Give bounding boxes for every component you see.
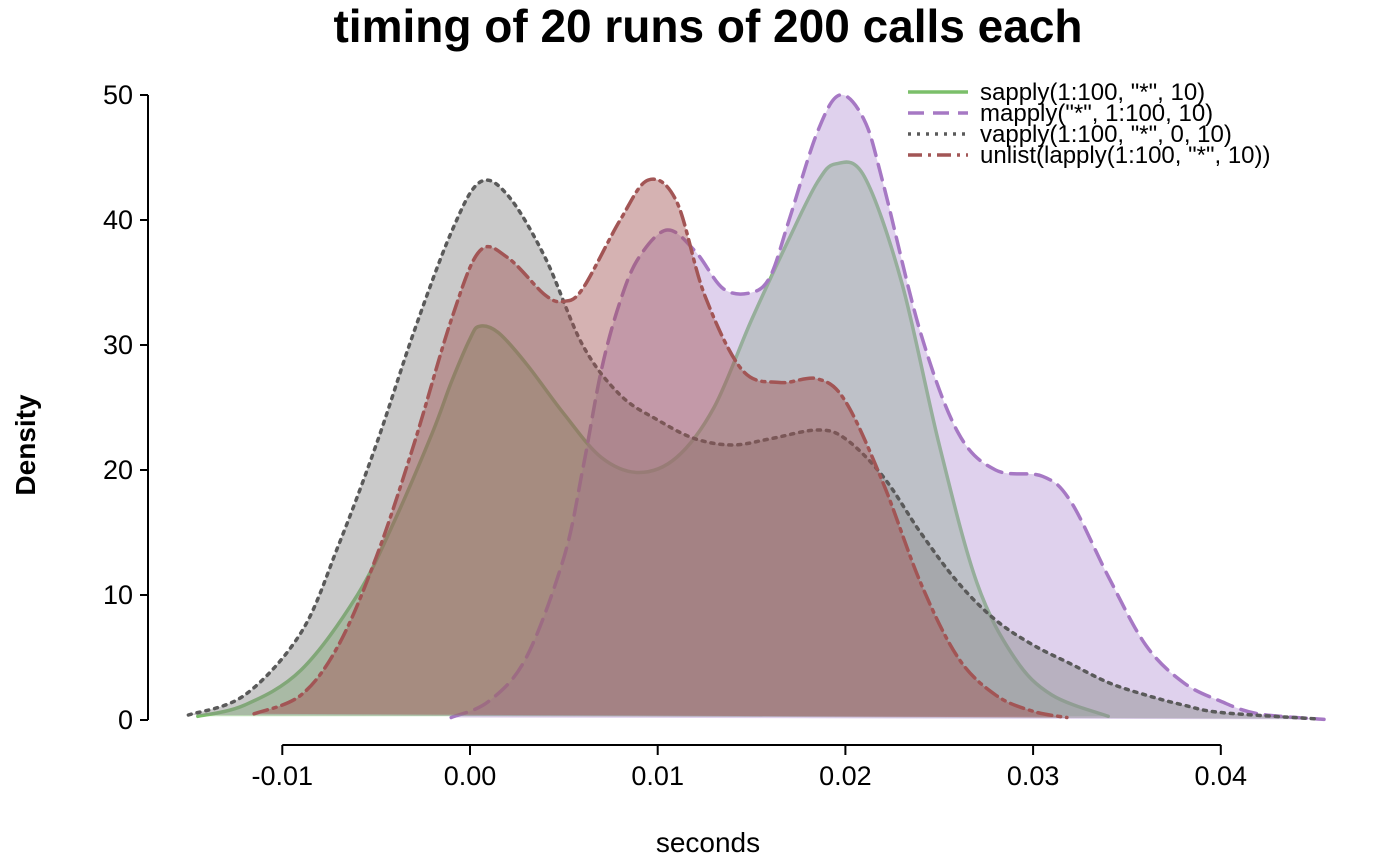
legend-item: unlist(lapply(1:100, "*", 10)) [908, 142, 1271, 169]
series-4-line [252, 177, 1069, 720]
series-layer [186, 93, 1326, 722]
legend-item: sapply(1:100, "*", 10) [908, 79, 1205, 106]
series-2-area [451, 94, 1324, 720]
series-1-line [196, 160, 1110, 719]
legend-label: vapply(1:100, "*", 0, 10) [980, 121, 1232, 148]
series-3-area [188, 180, 1315, 719]
x-tick-label: 0.02 [819, 761, 872, 791]
y-tick-label: 50 [103, 80, 133, 110]
y-tick-label: 30 [103, 330, 133, 360]
series-1-area [197, 162, 1109, 717]
x-tick-label: 0.01 [631, 761, 684, 791]
legend-label: mapply("*", 1:100, 10) [980, 100, 1213, 127]
legend: sapply(1:100, "*", 10)mapply("*", 1:100,… [908, 79, 1271, 169]
series-3-line [186, 178, 1317, 721]
series-2-line [449, 93, 1326, 722]
y-tick-label: 20 [103, 455, 133, 485]
legend-label: unlist(lapply(1:100, "*", 10)) [980, 142, 1271, 169]
legend-label: sapply(1:100, "*", 10) [980, 79, 1205, 106]
x-tick-label: -0.01 [252, 761, 314, 791]
series-1 [196, 160, 1110, 719]
series-3 [186, 178, 1317, 721]
x-tick-label: 0.00 [444, 761, 497, 791]
y-tick-label: 0 [118, 705, 133, 735]
legend-item: mapply("*", 1:100, 10) [908, 100, 1213, 127]
x-tick-label: 0.03 [1007, 761, 1060, 791]
y-axis-title: Density [10, 394, 41, 496]
chart-title: timing of 20 runs of 200 calls each [333, 0, 1082, 52]
axes-layer: 0 10 20 30 40 50 -0.01 0.00 0.01 0.02 0.03 0.04 [103, 80, 1247, 791]
y-tick-label: 40 [103, 205, 133, 235]
series-2 [449, 93, 1326, 722]
legend-item: vapply(1:100, "*", 0, 10) [908, 121, 1232, 148]
y-tick-label: 10 [103, 580, 133, 610]
x-axis-title: seconds [656, 827, 760, 858]
x-tick-label: 0.04 [1195, 761, 1248, 791]
series-4-area [254, 179, 1067, 718]
series-4 [252, 177, 1069, 720]
